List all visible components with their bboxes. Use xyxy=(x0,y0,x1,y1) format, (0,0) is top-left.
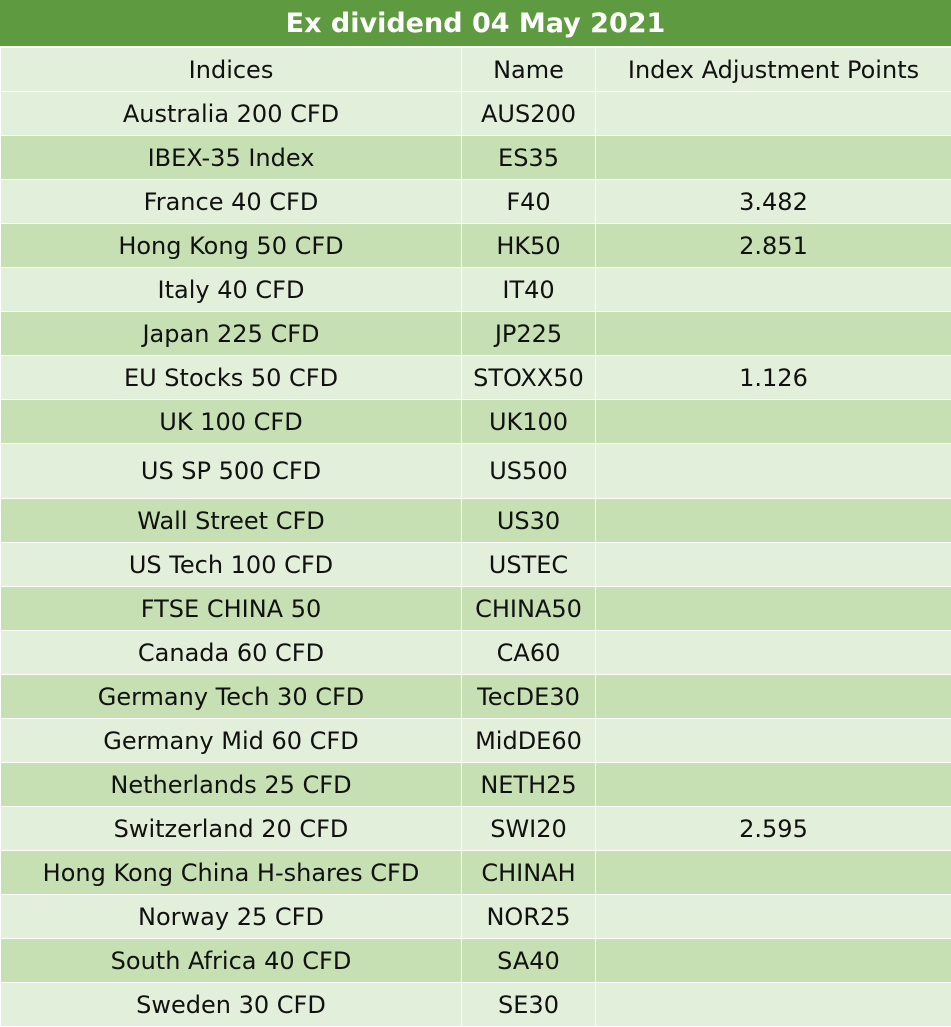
index-cell[interactable]: FTSE CHINA 50 xyxy=(1,587,462,631)
adjustment-points-cell[interactable] xyxy=(596,268,951,312)
index-cell[interactable]: Netherlands 25 CFD xyxy=(1,763,462,807)
sheet-title: Ex dividend 04 May 2021 xyxy=(0,0,951,47)
name-cell[interactable]: IT40 xyxy=(462,268,596,312)
name-cell[interactable]: CHINA50 xyxy=(462,587,596,631)
index-cell[interactable]: IBEX-35 Index xyxy=(1,136,462,180)
column-header-indices[interactable]: Indices xyxy=(1,48,462,92)
adjustment-points-cell[interactable] xyxy=(596,312,951,356)
name-cell[interactable]: STOXX50 xyxy=(462,356,596,400)
index-cell[interactable]: South Africa 40 CFD xyxy=(1,939,462,983)
name-cell[interactable]: HK50 xyxy=(462,224,596,268)
name-cell[interactable]: AUS200 xyxy=(462,92,596,136)
adjustment-points-cell[interactable] xyxy=(596,895,951,939)
name-cell[interactable]: ES35 xyxy=(462,136,596,180)
adjustment-points-cell[interactable]: 2.595 xyxy=(596,807,951,851)
adjustment-points-cell[interactable]: 2.851 xyxy=(596,224,951,268)
column-header-name[interactable]: Name xyxy=(462,48,596,92)
adjustment-points-cell[interactable] xyxy=(596,763,951,807)
index-cell[interactable]: UK 100 CFD xyxy=(1,400,462,444)
name-cell[interactable]: US30 xyxy=(462,499,596,543)
index-cell[interactable]: France 40 CFD xyxy=(1,180,462,224)
adjustment-points-cell[interactable] xyxy=(596,675,951,719)
name-cell[interactable]: NOR25 xyxy=(462,895,596,939)
name-cell[interactable]: USTEC xyxy=(462,543,596,587)
index-cell[interactable]: Japan 225 CFD xyxy=(1,312,462,356)
index-cell[interactable]: Switzerland 20 CFD xyxy=(1,807,462,851)
adjustment-points-cell[interactable] xyxy=(596,631,951,675)
name-cell[interactable]: TecDE30 xyxy=(462,675,596,719)
name-cell[interactable]: SWI20 xyxy=(462,807,596,851)
name-cell[interactable]: F40 xyxy=(462,180,596,224)
adjustment-points-cell[interactable] xyxy=(596,444,951,499)
adjustment-points-cell[interactable] xyxy=(596,983,951,1027)
index-cell[interactable]: Sweden 30 CFD xyxy=(1,983,462,1027)
dividend-table: Indices Name Index Adjustment Points Aus… xyxy=(0,47,951,1027)
adjustment-points-cell[interactable] xyxy=(596,543,951,587)
index-cell[interactable]: EU Stocks 50 CFD xyxy=(1,356,462,400)
index-cell[interactable]: Germany Mid 60 CFD xyxy=(1,719,462,763)
index-cell[interactable]: US SP 500 CFD xyxy=(1,444,462,499)
adjustment-points-cell[interactable]: 3.482 xyxy=(596,180,951,224)
adjustment-points-cell[interactable] xyxy=(596,851,951,895)
adjustment-points-cell[interactable] xyxy=(596,400,951,444)
adjustment-points-cell[interactable] xyxy=(596,136,951,180)
index-cell[interactable]: Germany Tech 30 CFD xyxy=(1,675,462,719)
name-cell[interactable]: CA60 xyxy=(462,631,596,675)
index-cell[interactable]: Wall Street CFD xyxy=(1,499,462,543)
column-header-adjustment-points[interactable]: Index Adjustment Points xyxy=(596,48,951,92)
name-cell[interactable]: CHINAH xyxy=(462,851,596,895)
index-cell[interactable]: Hong Kong China H-shares CFD xyxy=(1,851,462,895)
name-cell[interactable]: US500 xyxy=(462,444,596,499)
index-cell[interactable]: Norway 25 CFD xyxy=(1,895,462,939)
name-cell[interactable]: NETH25 xyxy=(462,763,596,807)
index-cell[interactable]: Australia 200 CFD xyxy=(1,92,462,136)
adjustment-points-cell[interactable] xyxy=(596,92,951,136)
name-cell[interactable]: JP225 xyxy=(462,312,596,356)
name-cell[interactable]: MidDE60 xyxy=(462,719,596,763)
adjustment-points-cell[interactable]: 1.126 xyxy=(596,356,951,400)
name-cell[interactable]: SA40 xyxy=(462,939,596,983)
adjustment-points-cell[interactable] xyxy=(596,499,951,543)
index-cell[interactable]: US Tech 100 CFD xyxy=(1,543,462,587)
index-cell[interactable]: Canada 60 CFD xyxy=(1,631,462,675)
adjustment-points-cell[interactable] xyxy=(596,719,951,763)
name-cell[interactable]: UK100 xyxy=(462,400,596,444)
index-cell[interactable]: Hong Kong 50 CFD xyxy=(1,224,462,268)
adjustment-points-cell[interactable] xyxy=(596,939,951,983)
adjustment-points-cell[interactable] xyxy=(596,587,951,631)
index-cell[interactable]: Italy 40 CFD xyxy=(1,268,462,312)
name-cell[interactable]: SE30 xyxy=(462,983,596,1027)
header-row: Indices Name Index Adjustment Points xyxy=(1,48,951,92)
